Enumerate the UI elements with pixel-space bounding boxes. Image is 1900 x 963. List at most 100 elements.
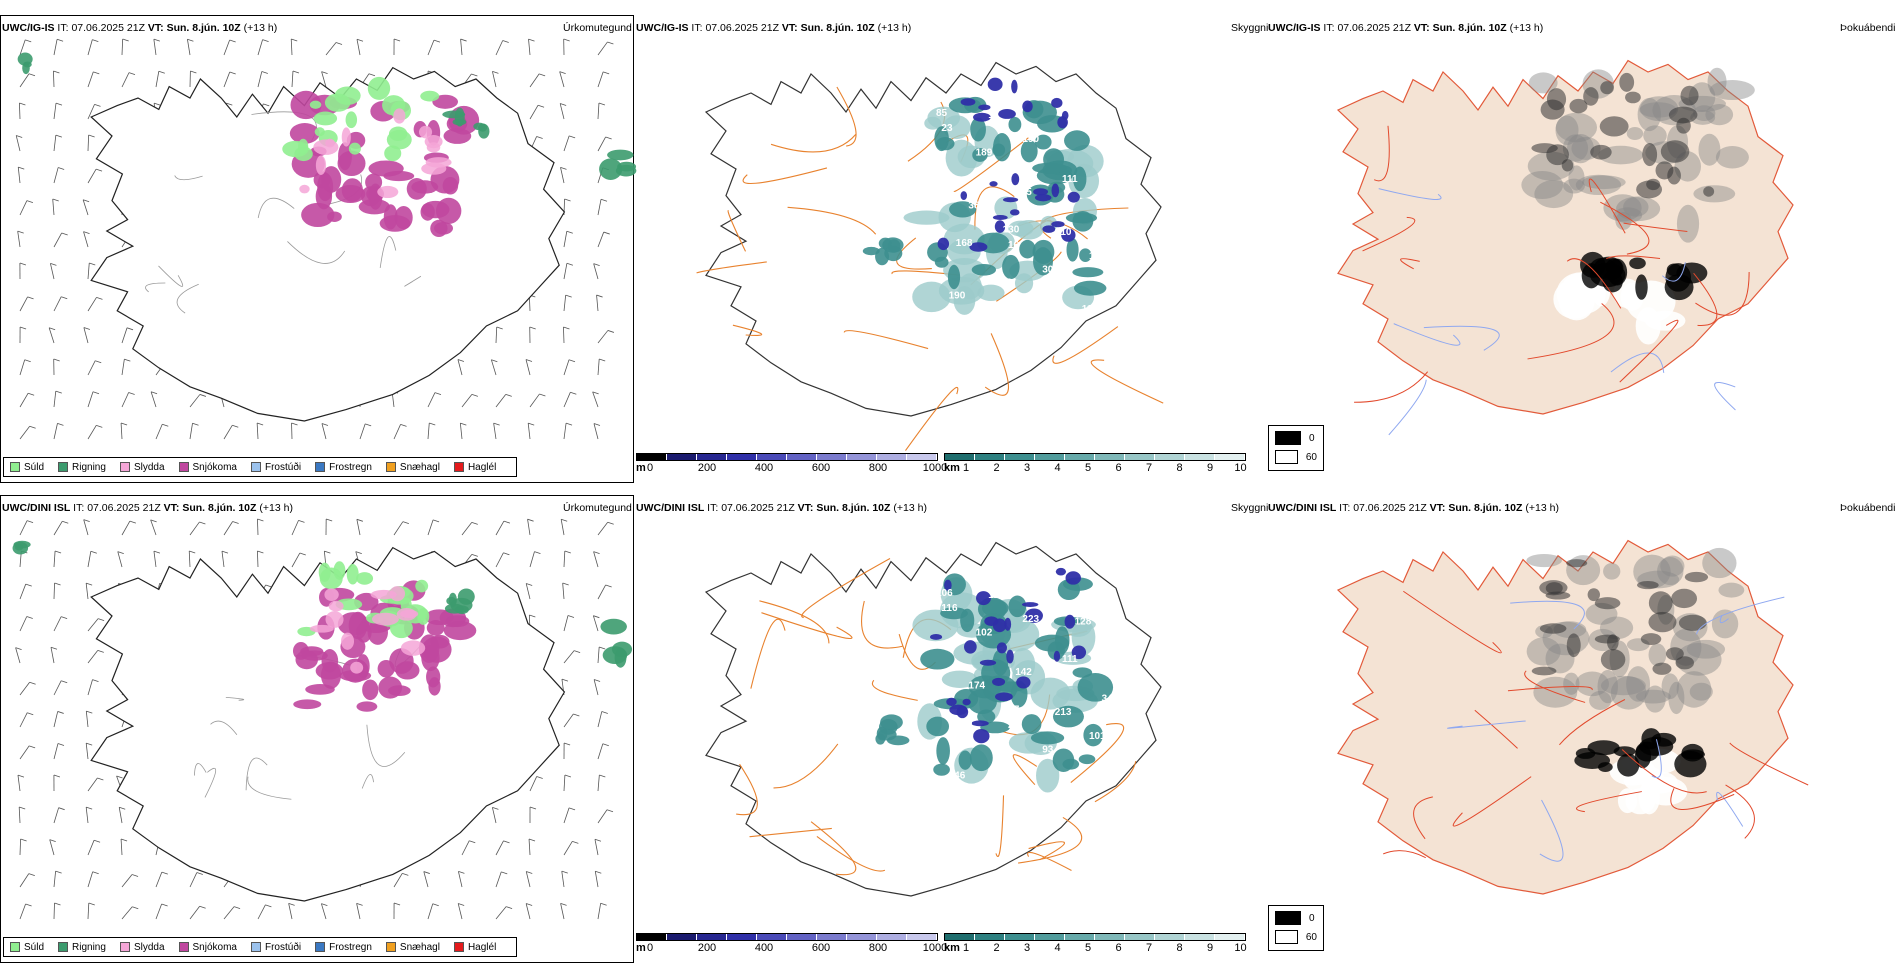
legend-label: Frostregn <box>329 462 372 473</box>
visibility-unit: km <box>944 942 960 954</box>
legend-item: Frostregn <box>315 462 372 473</box>
ceiling-unit: m <box>636 942 646 954</box>
visibility-tick: 4 <box>1054 462 1060 474</box>
legend-swatch <box>179 942 189 952</box>
ceiling-unit: m <box>636 462 646 474</box>
ceiling-value-label: 102 <box>976 627 993 638</box>
visibility-tick: 10 <box>1234 942 1246 954</box>
ceiling-value-label: 105 <box>1109 641 1126 652</box>
legend-swatch <box>58 942 68 952</box>
ceiling-value-label: 145 <box>1109 161 1126 172</box>
legend-swatch <box>120 462 130 472</box>
ceiling-visibility-map[interactable]: 8513092168190104189301455831111901451138… <box>636 15 1266 455</box>
ceiling-value-label: 168 <box>956 238 973 249</box>
ceiling-value-label: 116 <box>941 603 958 614</box>
visibility-tick: 1 <box>963 462 969 474</box>
ceiling-value-label: 189 <box>976 147 993 158</box>
visibility-tick: 5 <box>1085 942 1091 954</box>
ceiling-value-label: 11 <box>1082 304 1093 315</box>
ceiling-value-label: 122 <box>988 590 1005 601</box>
ceiling-tick: 600 <box>812 462 830 474</box>
legend-swatch <box>454 942 464 952</box>
ceiling-value-label: 24 <box>1008 720 1020 731</box>
legend-item: Frostúði <box>251 942 301 953</box>
legend-swatch <box>386 462 396 472</box>
ceiling-value-label: 128 <box>1075 616 1092 627</box>
visibility-tick: 8 <box>1176 462 1182 474</box>
legend-label: Slydda <box>134 462 165 473</box>
legend-item: Rigning <box>58 462 106 473</box>
ceiling-value-label: 106 <box>936 588 953 599</box>
ceiling-visibility-map[interactable]: 1061071501202231011029310536311114614215… <box>636 495 1266 935</box>
legend-item: Snjókoma <box>179 462 237 473</box>
ceiling-value-label: 38 <box>968 200 980 211</box>
legend-swatch <box>454 462 464 472</box>
ceiling-tick: 800 <box>869 462 887 474</box>
ceiling-value-label: 17 <box>988 110 1000 121</box>
legend-item: Snæhagl <box>386 942 440 953</box>
visibility-tick: 6 <box>1115 942 1121 954</box>
ceiling-value-label: 213 <box>1055 707 1072 718</box>
ceiling-value-label: 310 <box>1055 227 1072 238</box>
ceiling-value-label: 190 <box>949 291 966 302</box>
ceiling-value-label: 16 <box>1035 317 1047 328</box>
legend-swatch <box>251 942 261 952</box>
ceiling-value-label: 190 <box>1022 134 1039 145</box>
ceiling-value-label: 93 <box>1042 744 1054 755</box>
visibility-tick: 2 <box>993 462 999 474</box>
ceiling-value-label: 363 <box>995 758 1012 769</box>
legend-item: Haglél <box>454 462 496 473</box>
legend-swatch <box>58 462 68 472</box>
legend-item: Slydda <box>120 462 165 473</box>
precip-type-panel: UWC/DINI ISL IT: 07.06.2025 21Z VT: Sun.… <box>0 495 634 963</box>
legend-label: Súld <box>24 462 44 473</box>
legend-label: Snjókoma <box>193 942 237 953</box>
legend-label: Frostúði <box>265 462 301 473</box>
visibility-tick: 7 <box>1146 942 1152 954</box>
ceiling-value-label: 30 <box>1042 264 1054 275</box>
ceiling-value-label: 101 <box>1089 731 1106 742</box>
legend-label: Súld <box>24 942 44 953</box>
legend-label: Snjókoma <box>193 462 237 473</box>
ceiling-tick: 400 <box>755 462 773 474</box>
legend-label: Rigning <box>72 462 106 473</box>
ceiling-value-label: 142 <box>1015 667 1032 678</box>
precip-legend: Súld Rigning Slydda Snjókoma Frostúði Frostre… <box>3 457 517 477</box>
ceiling-value-label: 159 <box>1082 784 1099 795</box>
ceiling-value-label: 102 <box>1102 214 1119 225</box>
ceiling-tick: 800 <box>869 942 887 954</box>
ceiling-value-label: 33 <box>961 733 973 744</box>
visibility-tick: 2 <box>993 942 999 954</box>
precip-map[interactable] <box>0 495 634 963</box>
legend-label: Snæhagl <box>400 462 440 473</box>
legend-label: Frostregn <box>329 942 372 953</box>
precip-map[interactable] <box>0 15 634 483</box>
legend-label: Haglél <box>468 462 496 473</box>
ceiling-value-label: 174 <box>968 680 985 691</box>
fog-map[interactable] <box>1268 495 1898 935</box>
legend-label: Snæhagl <box>400 942 440 953</box>
ceiling-value-label: 23 <box>941 123 953 134</box>
legend-label: Slydda <box>134 942 165 953</box>
legend-label: Haglél <box>468 942 496 953</box>
legend-item: Snjókoma <box>179 942 237 953</box>
ceiling-value-label: 104 <box>1089 251 1106 262</box>
legend-item: Súld <box>10 462 44 473</box>
visibility-unit: km <box>944 462 960 474</box>
visibility-tick: 1 <box>963 942 969 954</box>
ceiling-value-label: 80 <box>1035 797 1047 808</box>
legend-swatch <box>315 942 325 952</box>
visibility-tick: 3 <box>1024 462 1030 474</box>
fog-indicator-panel: UWC/DINI ISL IT: 07.06.2025 21Z VT: Sun.… <box>1268 495 1898 963</box>
ceiling-value-label: 223 <box>1022 614 1039 625</box>
ceiling-visibility-panel: UWC/DINI ISL IT: 07.06.2025 21Z VT: Sun.… <box>636 495 1266 963</box>
legend-item: Snæhagl <box>386 462 440 473</box>
legend-swatch <box>386 942 396 952</box>
visibility-tick: 9 <box>1207 942 1213 954</box>
ceiling-tick: 400 <box>755 942 773 954</box>
fog-map[interactable] <box>1268 15 1898 455</box>
